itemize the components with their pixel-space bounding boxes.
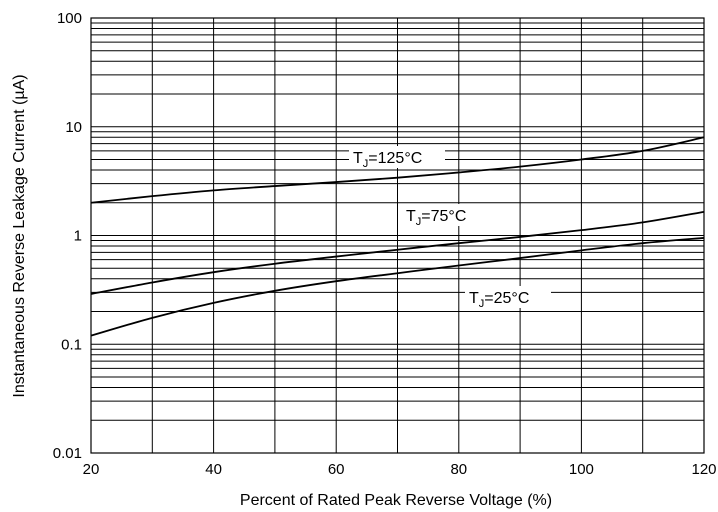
series-label-main: T	[406, 208, 416, 225]
y-tick-label: 0.1	[61, 336, 82, 353]
series-label-rest: =25°C	[484, 290, 529, 307]
series-label-subscript: J	[416, 216, 422, 228]
x-tick-label: 40	[205, 461, 222, 478]
tick-labels: 20 40 60 80 100 120 0.01 0.1 1 10 100	[53, 10, 717, 478]
series-label-subscript: J	[479, 298, 485, 310]
series-label-subscript: J	[363, 158, 369, 170]
series-line	[90, 136, 705, 204]
y-axis-label: Instantaneous Reverse Leakage Current (µ…	[11, 74, 28, 397]
y-tick-label: 1	[74, 228, 82, 245]
series-line	[90, 237, 705, 337]
x-tick-label: 80	[450, 461, 467, 478]
plot-frame	[90, 17, 705, 454]
series-label-main: T	[353, 150, 363, 167]
grid	[90, 17, 705, 454]
series-line	[90, 210, 705, 295]
series-label-rest: =75°C	[421, 208, 466, 225]
series-label-rest: =125°C	[368, 150, 422, 167]
x-tick-label: 120	[691, 461, 716, 478]
y-tick-label: 100	[57, 10, 82, 27]
series-label: TJ=75°C	[406, 208, 466, 228]
curves	[90, 136, 705, 337]
x-tick-label: 100	[569, 461, 594, 478]
series-label-background	[465, 286, 551, 308]
series-label-background	[402, 204, 488, 226]
x-tick-label: 20	[83, 461, 100, 478]
y-tick-label: 0.01	[53, 445, 82, 462]
y-tick-label: 10	[65, 119, 82, 136]
series-label: TJ=25°C	[469, 290, 529, 310]
series-label-background	[349, 146, 445, 168]
series-label: TJ=125°C	[353, 150, 422, 170]
x-axis-label: Percent of Rated Peak Reverse Voltage (%…	[240, 492, 552, 509]
series-label-main: T	[469, 290, 479, 307]
curve-labels: TJ=125°CTJ=75°CTJ=25°C	[349, 146, 551, 310]
x-tick-label: 60	[328, 461, 345, 478]
